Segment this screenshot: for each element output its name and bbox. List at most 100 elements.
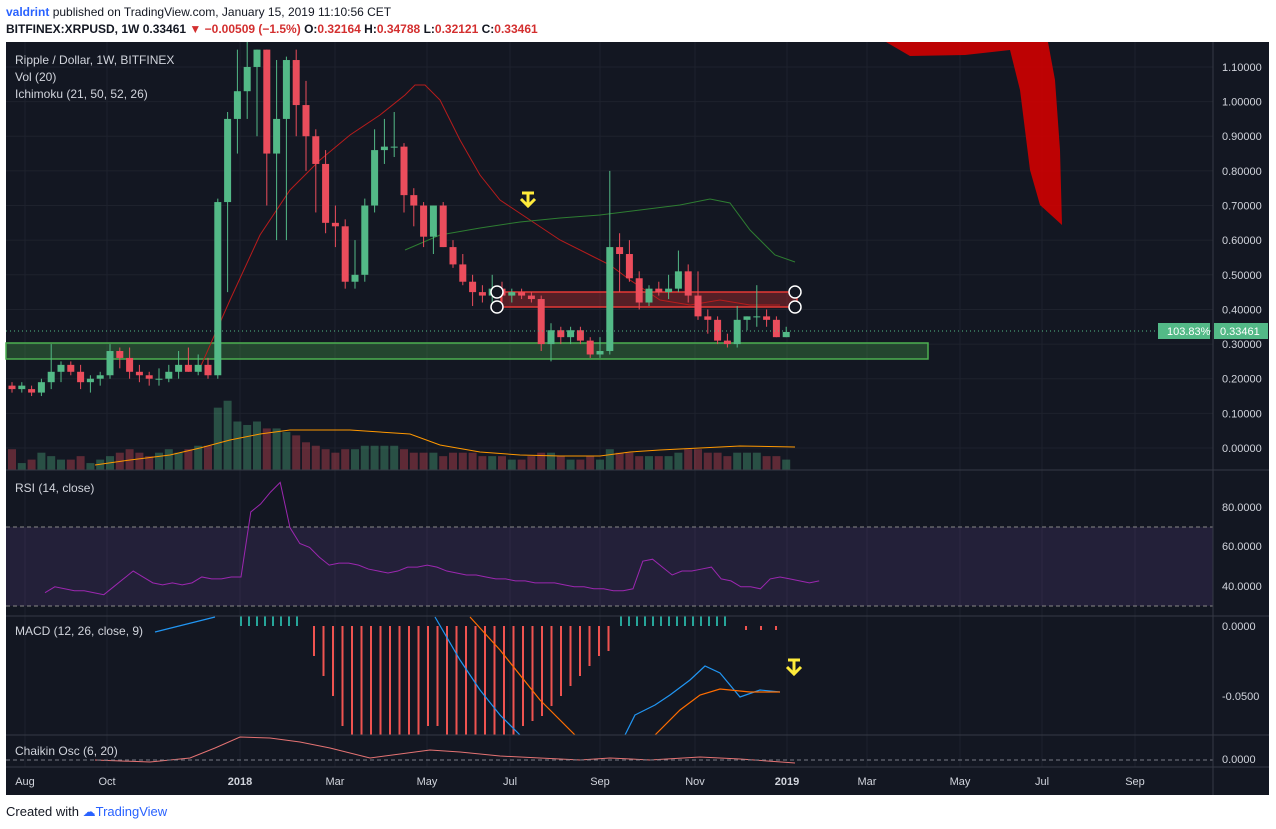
volume-bar [762, 456, 771, 470]
volume-bar [253, 421, 261, 470]
chaikin-legend[interactable]: Chaikin Osc (6, 20) [15, 744, 118, 758]
candle [106, 344, 114, 379]
volume-bar [66, 459, 75, 470]
macd-hist-bar [288, 616, 290, 626]
volume-bar [645, 456, 653, 470]
macd-legend[interactable]: MACD (12, 26, close, 9) [15, 624, 143, 638]
candle [763, 309, 771, 327]
macd-hist-bar [598, 626, 600, 656]
low-label: L: [423, 22, 435, 36]
volume-bar [184, 449, 193, 470]
rsi-axis-label: 40.0000 [1222, 581, 1262, 593]
candle [567, 326, 575, 345]
candle [371, 129, 379, 213]
candle [420, 202, 428, 248]
tradingview-logo-icon[interactable]: ☁ [82, 804, 96, 819]
macd-hist-bar [660, 616, 662, 626]
macd-hist-bar [465, 626, 467, 735]
macd-hist-bar [560, 626, 562, 696]
candle [145, 371, 153, 386]
macd-hist-bar [408, 626, 410, 735]
volume-bar [458, 452, 467, 470]
candle [135, 364, 143, 383]
volume-bar [243, 424, 252, 470]
price-axis-label: 0.50000 [1222, 270, 1262, 282]
macd-hist-bar [398, 626, 401, 735]
candle [635, 271, 643, 310]
volume-bar [8, 449, 16, 470]
volume-legend[interactable]: Vol (20) [15, 70, 56, 84]
candle [527, 292, 535, 303]
candle [322, 150, 330, 234]
macd-hist-bar [644, 616, 646, 626]
volume-bar [282, 431, 291, 470]
volume-bar [262, 428, 271, 470]
candle [772, 316, 780, 338]
price-axis-label: 0.40000 [1222, 304, 1262, 316]
candle [37, 378, 45, 397]
volume-bar [429, 452, 438, 470]
candle [331, 205, 339, 248]
price-axis[interactable]: 1.10000 1.00000 0.90000 0.80000 0.70000 0.600… [1222, 62, 1262, 455]
rsi-legend[interactable]: RSI (14, close) [15, 481, 94, 495]
volume-bar [37, 452, 46, 470]
macd-hist-bar [389, 626, 391, 735]
price-axis-label: 0.30000 [1222, 339, 1262, 351]
macd-hist-bar [569, 626, 572, 686]
time-axis[interactable]: Aug Oct 2018 Mar May Jul Sep Nov 2019 Mar May Jul Se… [15, 776, 1145, 788]
candle [655, 281, 663, 296]
candle [57, 361, 65, 383]
tradingview-link[interactable]: TradingView [95, 804, 168, 819]
high-label: H: [364, 22, 377, 36]
price-axis-label: 1.00000 [1222, 97, 1262, 109]
marker-circle [788, 300, 802, 314]
volume-bar [576, 459, 585, 470]
yellow-arrow-icon [785, 658, 803, 677]
macd-axis-label: -0.0500 [1222, 691, 1259, 703]
macd-hist-bar [332, 626, 334, 696]
candle [400, 143, 408, 213]
candle [341, 219, 349, 289]
ichimoku-span-line [404, 198, 796, 263]
chaikin-axis-label: 0.0000 [1222, 754, 1256, 766]
volume-bar [302, 442, 310, 470]
candle [361, 198, 369, 282]
price-axis-label: 0.70000 [1222, 201, 1262, 213]
support-zone[interactable] [5, 342, 929, 360]
marker-circle [490, 300, 504, 314]
main-pane-title[interactable]: Ripple / Dollar, 1W, BITFINEX [15, 53, 174, 67]
volume-bar [360, 445, 369, 470]
candle [263, 49, 271, 206]
candle [478, 285, 486, 303]
macd-hist-bar [360, 626, 363, 735]
macd-hist-bar [370, 626, 372, 735]
volume-bar [694, 449, 702, 470]
candle [439, 202, 447, 248]
candle [126, 347, 134, 379]
volume-bar [654, 456, 663, 470]
time-axis-label: Mar [858, 776, 877, 788]
symbol-info: BITFINEX:XRPUSD, 1W 0.33461 ▼ −0.00509 (… [6, 22, 538, 36]
open-value: 0.32164 [317, 22, 361, 36]
macd-hist-bar [628, 616, 630, 626]
time-axis-label: 2019 [775, 776, 799, 788]
candle [508, 288, 516, 303]
author-link[interactable]: valdrint [6, 5, 50, 19]
candle [77, 364, 85, 390]
volume-bar [684, 449, 693, 470]
volume-bar [527, 456, 536, 470]
volume-bar [370, 445, 379, 470]
macd-line [154, 616, 781, 735]
candle [96, 371, 104, 386]
candle [194, 354, 202, 376]
candle [733, 305, 741, 348]
candle [704, 309, 712, 334]
time-axis-label: 2018 [228, 776, 252, 788]
volume-bar [390, 445, 399, 470]
price-axis-label: 0.60000 [1222, 235, 1262, 247]
price-badge [1214, 323, 1268, 339]
ichimoku-legend[interactable]: Ichimoku (21, 50, 52, 26) [15, 87, 148, 101]
close-value: 0.33461 [494, 22, 538, 36]
volume-bar [723, 456, 732, 470]
